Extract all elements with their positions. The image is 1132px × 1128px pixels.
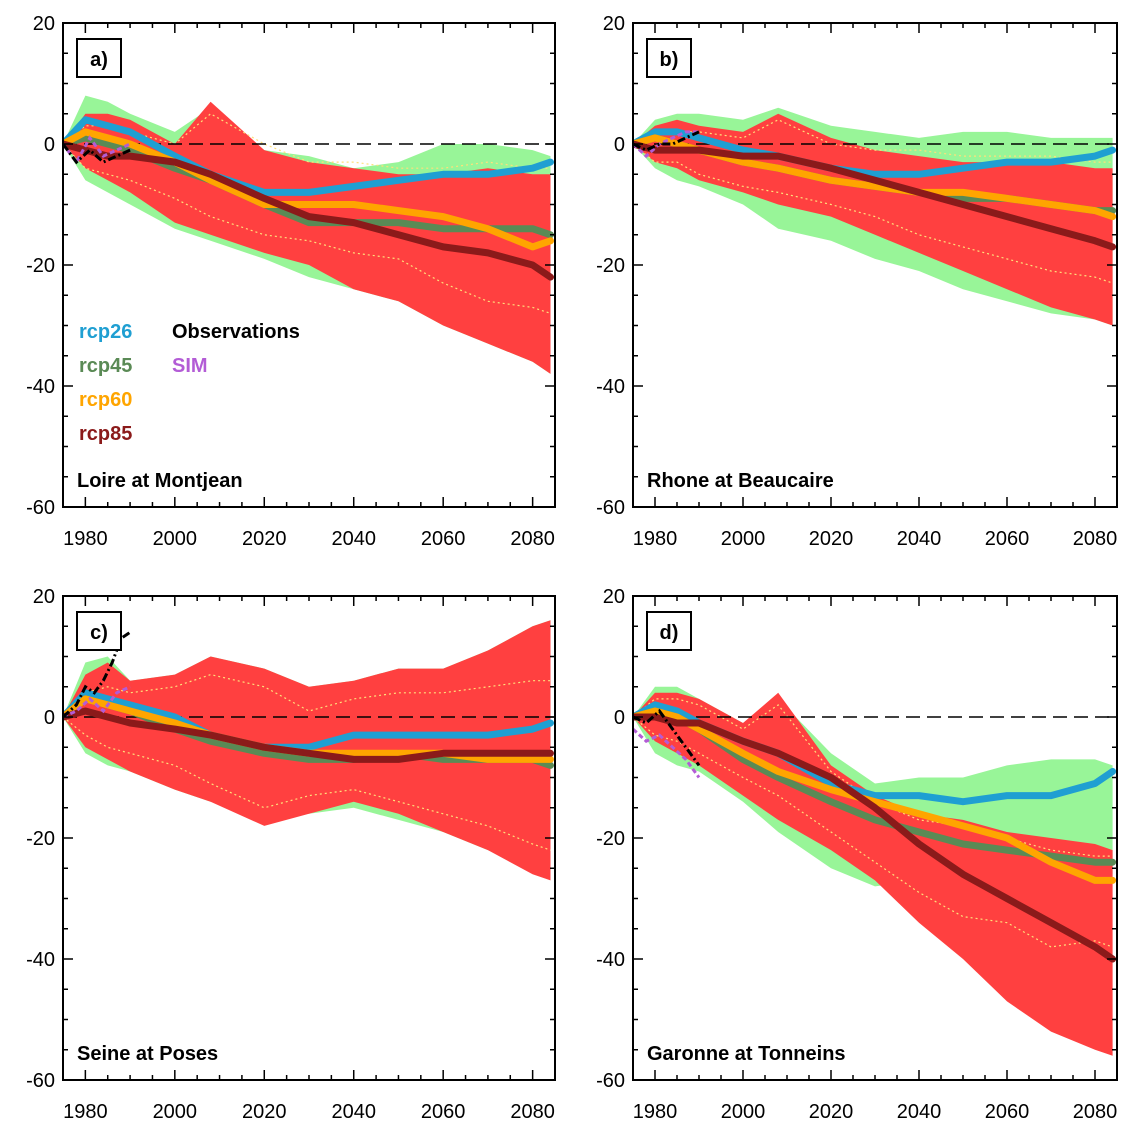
spread-rcp85-band — [633, 692, 1113, 1056]
x-tick-label: 2060 — [985, 528, 1030, 550]
plot-area — [63, 620, 555, 881]
x-tick-label: 2040 — [897, 528, 942, 550]
y-tick-label: 20 — [33, 13, 55, 35]
x-tick-label: 2020 — [809, 1101, 854, 1123]
station-label: Seine at Poses — [77, 1043, 218, 1065]
x-tick-label: 1980 — [633, 528, 678, 550]
x-tick-label: 2000 — [153, 528, 198, 550]
y-tick-label: 20 — [603, 13, 625, 35]
x-tick-label: 2080 — [1073, 528, 1118, 550]
y-tick-label: 0 — [614, 707, 625, 729]
y-tick-label: -40 — [26, 949, 55, 971]
y-tick-label: 0 — [44, 134, 55, 156]
y-tick-label: 20 — [33, 586, 55, 608]
legend-entry-rcp60: rcp60 — [79, 389, 132, 411]
series-line-observations — [63, 143, 131, 165]
series-line-rcp85 — [633, 140, 1117, 251]
panel-label-box — [76, 38, 122, 78]
series-line-rcp85 — [63, 140, 554, 281]
x-tick-label: 2000 — [153, 1101, 198, 1123]
panel-c: 20 0 -20 -40 -60 1980 2000 2020 2040 2060 2080 c) Se… — [26, 586, 556, 1123]
y-tick-label: -60 — [26, 1070, 55, 1092]
series-line-rcp26 — [63, 116, 554, 196]
series-line-sim — [633, 130, 699, 159]
panel-label: a) — [76, 38, 122, 78]
panel-label-text: c) — [90, 622, 108, 644]
x-tick-label: 2040 — [331, 528, 376, 550]
y-tick-label: -40 — [596, 376, 625, 398]
y-tick-label: -40 — [26, 376, 55, 398]
x-tick-label: 2060 — [421, 528, 466, 550]
panel-label: b) — [646, 38, 692, 78]
series-line-sim — [63, 685, 131, 719]
y-tick-label: 0 — [44, 707, 55, 729]
series-line-sim — [633, 727, 701, 779]
panel-label-text: a) — [90, 49, 108, 71]
panel-label-box — [76, 611, 122, 651]
percentile-upper-line — [633, 698, 1113, 857]
plot-area — [63, 95, 555, 374]
panel-label-box — [646, 611, 692, 651]
y-tick-label: -20 — [596, 255, 625, 277]
x-tick-label: 2000 — [721, 1101, 766, 1123]
x-tick-label: 2080 — [1073, 1101, 1118, 1123]
station-label: Garonne at Tonneins — [647, 1043, 846, 1065]
x-tick-label: 2040 — [331, 1101, 376, 1123]
panel-label-box — [646, 38, 692, 78]
panel-label-text: d) — [660, 622, 679, 644]
x-tick-label: 1980 — [633, 1101, 678, 1123]
series-line-observations — [63, 631, 131, 719]
series-line-observations — [633, 130, 700, 152]
plot-area — [633, 686, 1117, 1056]
series-line-rcp60 — [633, 134, 1117, 221]
x-tick-label: 2060 — [421, 1101, 466, 1123]
percentile-upper-line — [63, 673, 551, 718]
x-tick-label: 2020 — [809, 528, 854, 550]
percentile-lower-line — [63, 143, 551, 314]
percentile-lower-line — [633, 716, 1113, 948]
x-tick-label: 1980 — [63, 528, 108, 550]
series-line-observations — [633, 708, 701, 767]
legend-entry-rcp85: rcp85 — [79, 423, 132, 445]
legend-entry-rcp26: rcp26 — [79, 321, 132, 343]
series-line-rcp85 — [633, 713, 1117, 963]
legend-entry-sim: SIM — [172, 355, 208, 377]
legend-entry-observations: Observations — [172, 321, 300, 343]
y-tick-label: 20 — [603, 586, 625, 608]
y-tick-label: -60 — [26, 497, 55, 519]
panel-label: d) — [646, 611, 692, 651]
y-tick-label: -20 — [26, 255, 55, 277]
y-tick-label: 0 — [614, 134, 625, 156]
y-tick-label: -20 — [596, 828, 625, 850]
plot-area — [633, 107, 1117, 326]
panel-b: 20 0 -20 -40 -60 1980 2000 2020 2040 2060 2080 b) Rh… — [596, 13, 1118, 550]
panel-a: 20 0 -20 -40 -60 1980 2000 2020 2040 2060 2080 a) Lo… — [26, 13, 556, 550]
legend: rcp26 rcp45 rcp60 rcp85 Observations SIM — [79, 321, 300, 445]
legend-entry-rcp45: rcp45 — [79, 355, 132, 377]
x-tick-label: 1980 — [63, 1101, 108, 1123]
x-tick-label: 2040 — [897, 1101, 942, 1123]
y-tick-label: -60 — [596, 1070, 625, 1092]
y-tick-label: -40 — [596, 949, 625, 971]
x-tick-label: 2080 — [510, 528, 555, 550]
station-label: Loire at Montjean — [77, 470, 243, 492]
x-tick-label: 2020 — [242, 528, 287, 550]
percentile-lower-line — [63, 716, 551, 851]
x-tick-label: 2080 — [510, 1101, 555, 1123]
spread-rcp85-band — [63, 101, 551, 374]
y-tick-label: -60 — [596, 497, 625, 519]
panel-d: 20 0 -20 -40 -60 1980 2000 2020 2040 2060 2080 d) Ga… — [596, 586, 1118, 1123]
y-tick-label: -20 — [26, 828, 55, 850]
panel-label: c) — [76, 611, 122, 651]
x-tick-label: 2000 — [721, 528, 766, 550]
panel-label-text: b) — [660, 49, 679, 71]
station-label: Rhone at Beaucaire — [647, 470, 834, 492]
x-tick-label: 2060 — [985, 1101, 1030, 1123]
series-line-rcp85 — [63, 707, 554, 763]
x-tick-label: 2020 — [242, 1101, 287, 1123]
